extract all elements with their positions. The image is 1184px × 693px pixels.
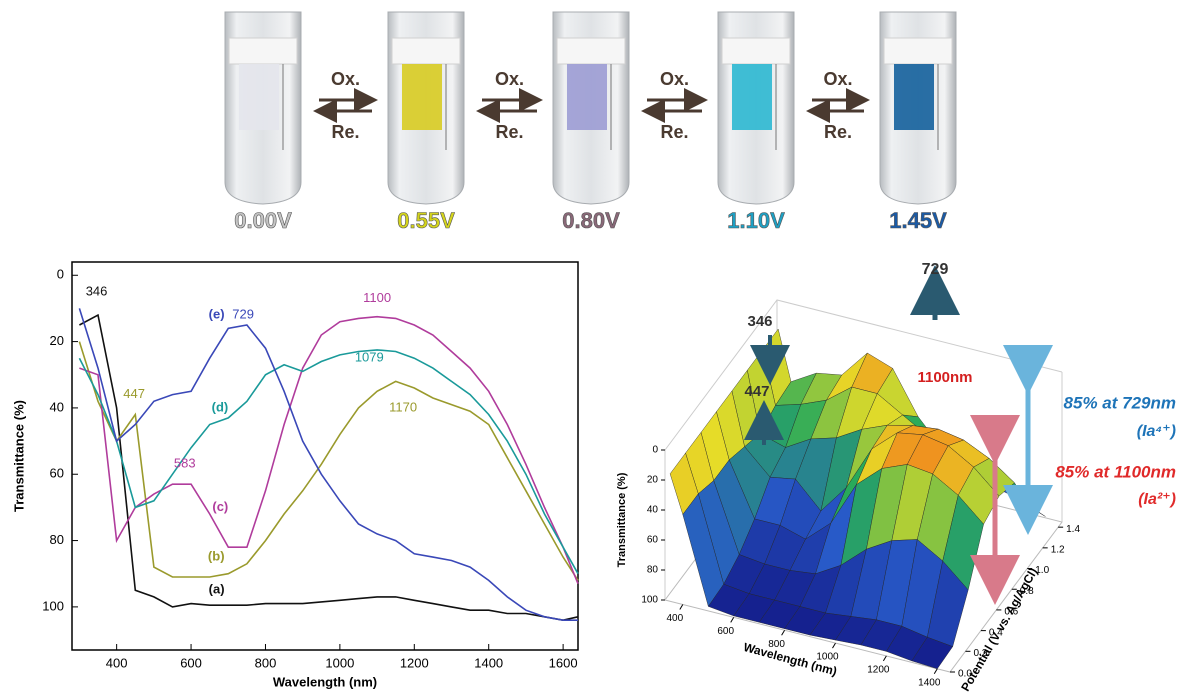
series-label: (e) <box>209 306 225 321</box>
surface-annotation: 85% at 1100nm <box>1055 462 1176 481</box>
y-tick-label: 60 <box>50 466 64 481</box>
oxidation-label: Ox. <box>660 69 689 89</box>
line-chart: 400 600 800 1000 1200 1400 1600 0 20 40 60 80 100 Wav… <box>11 262 578 689</box>
z-tick-label: 20 <box>647 475 659 486</box>
x-tick-label: 1000 <box>325 655 354 670</box>
y-tick-label: 100 <box>42 598 64 613</box>
peak-label: 583 <box>174 456 196 471</box>
y-tick-label: 80 <box>50 532 64 547</box>
electrode-film <box>567 64 607 130</box>
reduction-label: Re. <box>660 122 688 142</box>
spectrum-line <box>79 342 578 581</box>
x-tick-label: 1400 <box>474 655 503 670</box>
figure: 0.00V Ox. Re. 0.55V Ox. Re. 0.80V Ox. Re. 1.10V Ox… <box>0 0 1184 693</box>
vial-label-tape <box>884 38 952 64</box>
oxidation-label: Ox. <box>331 69 360 89</box>
x-tick <box>782 630 785 635</box>
series-label: (b) <box>208 549 225 564</box>
surface-annotation: 346 <box>747 313 772 330</box>
surface-annotation: 447 <box>744 383 769 400</box>
x-tick-label: 600 <box>180 655 202 670</box>
vial-panel: 0.00V Ox. Re. 0.55V Ox. Re. 0.80V Ox. Re. 1.10V Ox… <box>225 12 956 233</box>
y-tick-label: 40 <box>50 399 64 414</box>
surface-annotation: 1100nm <box>917 369 972 386</box>
peak-label: 1079 <box>355 350 384 365</box>
voltage-label: 1.10V <box>727 208 785 233</box>
electrode-film <box>732 64 772 130</box>
x-tick-label: 1200 <box>867 665 890 676</box>
vial-label-tape <box>557 38 625 64</box>
x-tick-label: 400 <box>106 655 128 670</box>
x-tick-label: 1600 <box>549 655 578 670</box>
x-tick <box>731 617 734 622</box>
spectrum-line <box>79 350 578 574</box>
voltage-label: 0.80V <box>562 208 620 233</box>
peak-label: 729 <box>232 306 254 321</box>
surface-annotation: 729 <box>922 261 949 278</box>
electrode-film <box>402 64 442 130</box>
y-tick-label: 20 <box>50 333 64 348</box>
x-tick <box>883 656 886 661</box>
y-tick-label: 1.2 <box>1051 545 1065 556</box>
y-tick-label: 1.4 <box>1066 524 1080 535</box>
reduction-label: Re. <box>495 122 523 142</box>
voltage-label: 0.55V <box>397 208 455 233</box>
peak-label: 346 <box>86 283 108 298</box>
voltage-label: 1.45V <box>889 208 947 233</box>
surface-annotation: (Ia⁴⁺) <box>1137 423 1176 440</box>
electrode-film <box>894 64 934 130</box>
y-axis-title: Potential (V vs. Ag/AgCl) <box>958 565 1040 693</box>
surface-annotation: 85% at 729nm <box>1064 393 1176 412</box>
x-tick-label: 400 <box>666 613 683 624</box>
surface-annotation: (Ia²⁺) <box>1138 491 1176 508</box>
reduction-label: Re. <box>331 122 359 142</box>
series-label: (c) <box>212 499 228 514</box>
x-tick-label: 1200 <box>400 655 429 670</box>
x-tick-label: 800 <box>255 655 277 670</box>
x-tick <box>934 669 937 674</box>
oxidation-label: Ox. <box>495 69 524 89</box>
peak-label: 1100 <box>363 290 391 305</box>
z-tick-label: 0 <box>652 445 658 456</box>
x-tick-label: 600 <box>717 626 734 637</box>
spectrum-line <box>79 315 578 620</box>
z-tick-label: 80 <box>647 565 659 576</box>
z-axis-title: Transmittance (%) <box>616 472 628 567</box>
vial-label-tape <box>722 38 790 64</box>
oxidation-label: Ox. <box>823 69 852 89</box>
x-axis-title: Wavelength (nm) <box>273 674 377 689</box>
x-tick-label: 1400 <box>918 677 941 688</box>
z-tick-label: 100 <box>641 595 658 606</box>
reduction-label: Re. <box>824 122 852 142</box>
peak-label: 447 <box>123 386 145 401</box>
series-label: (d) <box>212 399 229 414</box>
vial-label-tape <box>229 38 297 64</box>
peak-label: 1170 <box>389 399 417 414</box>
vial-label-tape <box>392 38 460 64</box>
series-label: (a) <box>209 582 225 597</box>
y-axis-title: Transmittance (%) <box>11 400 26 512</box>
spectrum-line <box>79 308 578 620</box>
z-tick-label: 40 <box>647 505 659 516</box>
x-tick <box>680 605 683 610</box>
y-tick-label: 0 <box>57 267 64 282</box>
surface-chart: 4006008001000120014000.00.20.40.60.81.01… <box>616 261 1176 693</box>
x-tick <box>832 643 835 648</box>
voltage-label: 0.00V <box>234 208 292 233</box>
electrode-film <box>239 64 279 130</box>
z-tick-label: 60 <box>647 535 659 546</box>
